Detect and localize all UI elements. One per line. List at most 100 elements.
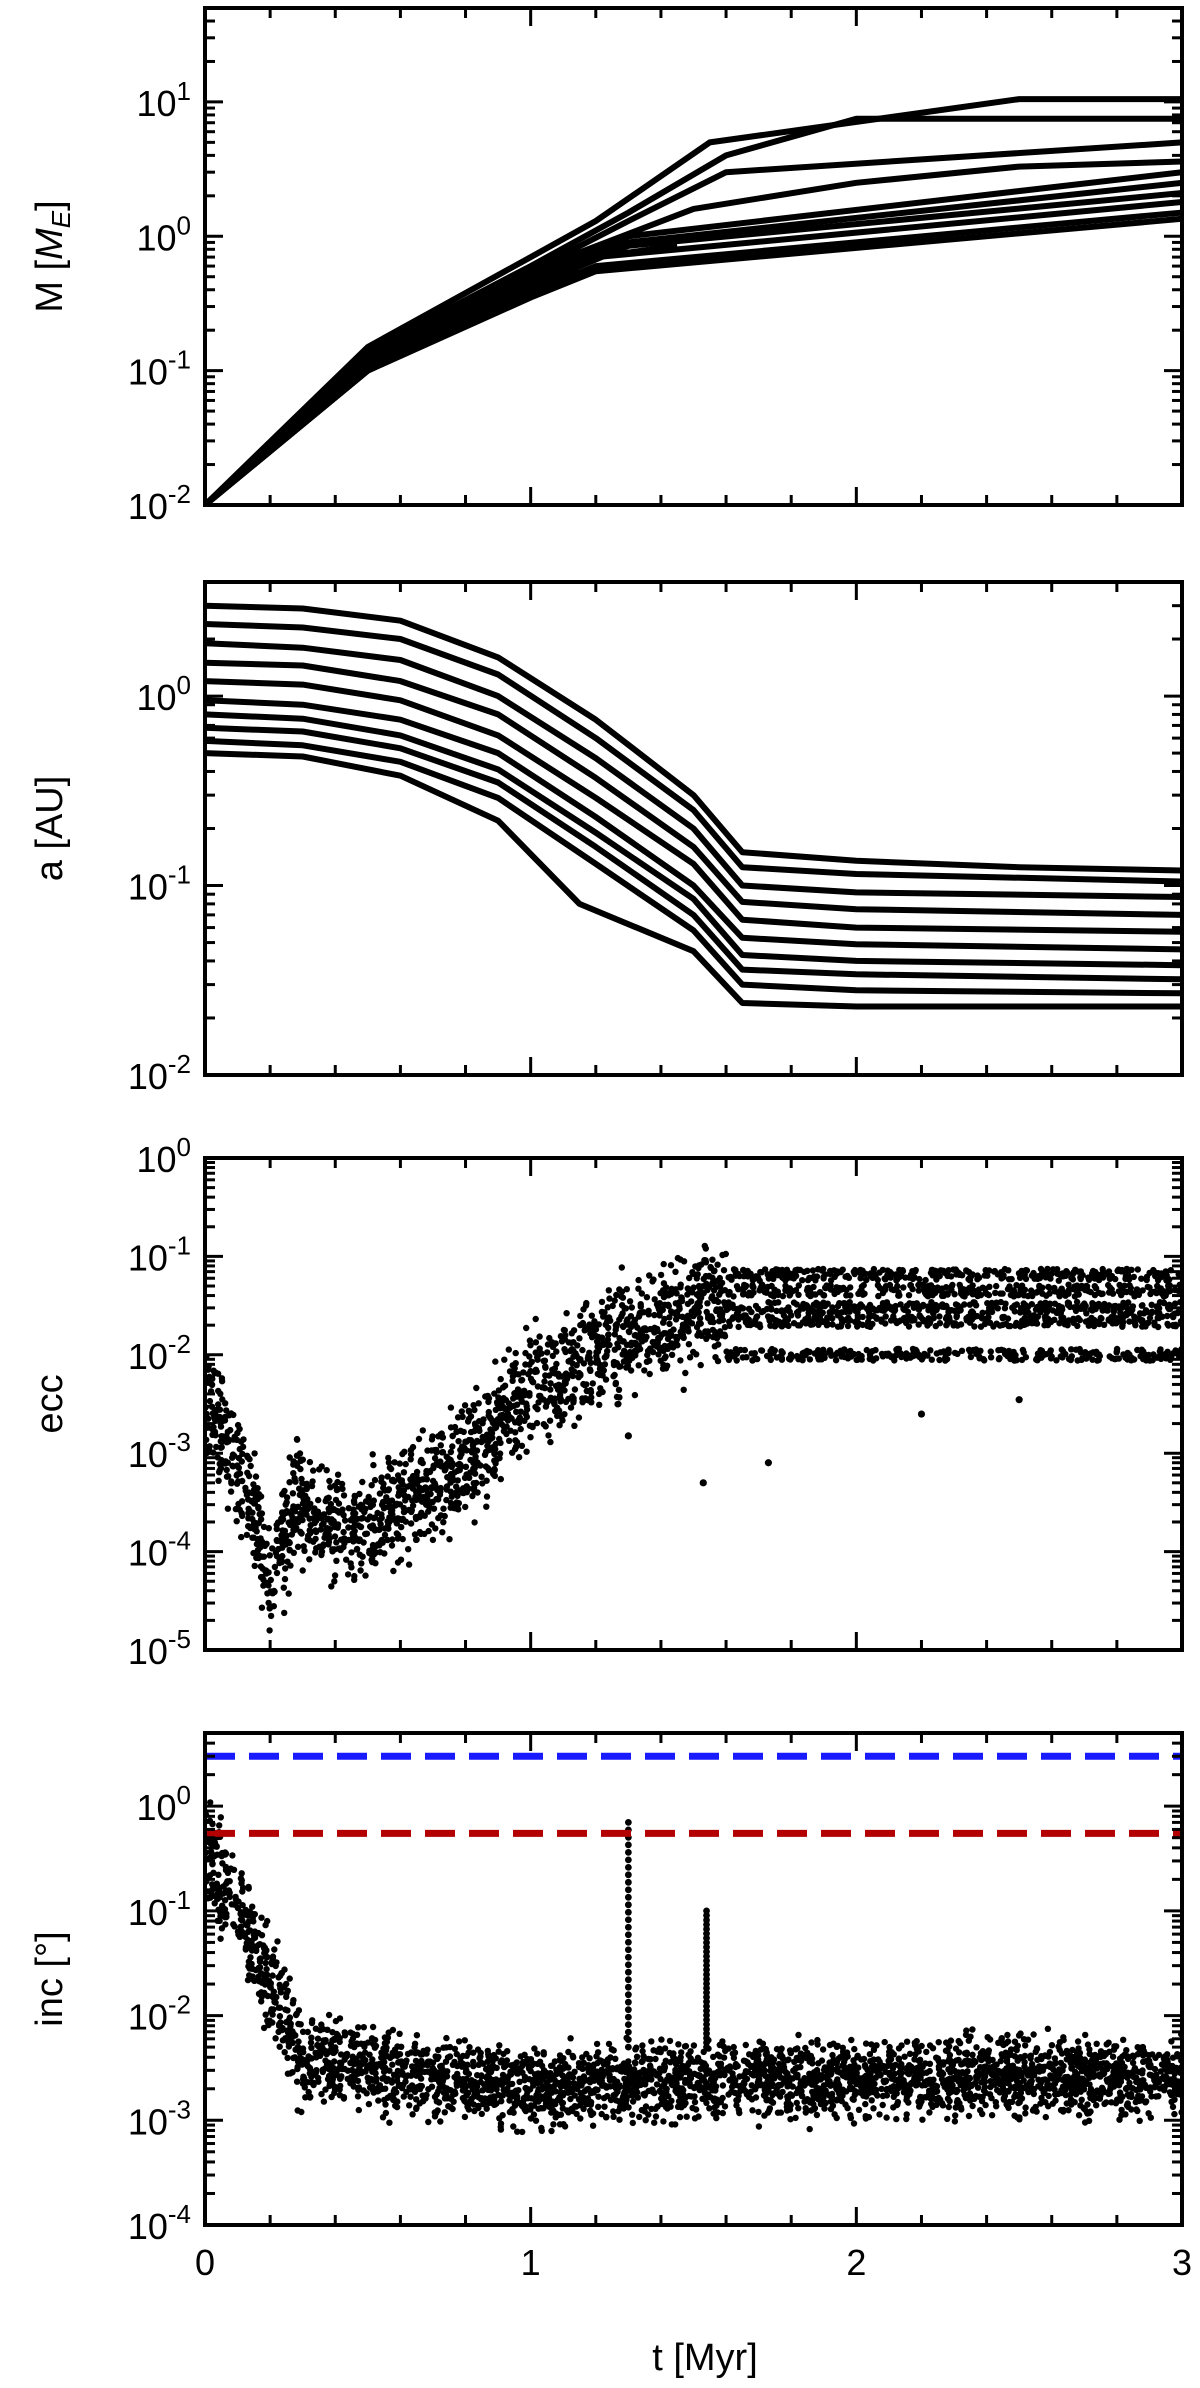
data-point xyxy=(1051,1300,1059,1307)
data-point xyxy=(239,1450,246,1458)
data-point xyxy=(619,1310,626,1317)
data-point xyxy=(844,1272,851,1280)
data-point xyxy=(501,1382,509,1389)
data-point xyxy=(875,1292,882,1300)
data-point xyxy=(1020,1292,1028,1299)
data-point xyxy=(245,1505,252,1513)
data-point xyxy=(1139,1287,1146,1294)
data-point xyxy=(549,1352,556,1360)
data-point xyxy=(610,1359,618,1366)
y-tick-label: 10-3 xyxy=(128,1427,191,1475)
data-point xyxy=(430,1505,438,1512)
data-point xyxy=(832,1357,840,1364)
data-point xyxy=(906,1274,913,1281)
data-point xyxy=(1129,2059,1137,2066)
data-point xyxy=(491,1466,498,1473)
data-point xyxy=(281,1575,289,1583)
data-point xyxy=(735,1316,742,1323)
data-point xyxy=(351,1499,358,1507)
outlier-point xyxy=(917,1410,926,1418)
data-point xyxy=(1169,2103,1177,2111)
data-point xyxy=(719,2082,727,2089)
data-point xyxy=(309,2017,316,2024)
data-point xyxy=(375,1526,383,1534)
data-point xyxy=(839,1266,846,1273)
data-point xyxy=(269,1545,276,1552)
data-point xyxy=(283,1494,291,1501)
data-point xyxy=(613,1321,621,1328)
data-point xyxy=(532,1315,539,1323)
data-point xyxy=(323,1467,330,1474)
data-point xyxy=(463,1447,470,1454)
data-point xyxy=(901,2053,908,2060)
data-point xyxy=(402,1460,409,1468)
data-point xyxy=(672,1300,679,1307)
data-point xyxy=(999,1314,1006,1321)
data-point xyxy=(726,1322,733,1330)
data-point xyxy=(279,1491,286,1498)
data-point xyxy=(547,1394,554,1402)
data-point xyxy=(677,1256,684,1263)
data-point xyxy=(786,1291,794,1298)
data-point xyxy=(337,2051,345,2058)
data-point xyxy=(502,1396,510,1404)
data-point xyxy=(765,1299,772,1306)
data-point xyxy=(541,1384,549,1392)
data-point xyxy=(254,1547,262,1554)
data-point xyxy=(334,1478,341,1486)
data-point xyxy=(575,2060,583,2067)
data-point xyxy=(534,2050,541,2057)
data-point xyxy=(964,2068,971,2075)
data-point xyxy=(306,1527,313,1534)
data-point xyxy=(792,1267,799,1274)
data-point xyxy=(362,2057,369,2064)
data-point xyxy=(293,1435,301,1443)
data-point xyxy=(611,1297,618,1304)
data-point xyxy=(978,1314,985,1322)
data-point xyxy=(565,1358,572,1365)
data-point xyxy=(497,1375,504,1383)
data-point xyxy=(595,1390,603,1398)
data-point xyxy=(348,1549,355,1556)
data-point xyxy=(378,1474,385,1481)
data-point xyxy=(1140,1310,1148,1317)
data-point xyxy=(698,1332,705,1339)
data-point xyxy=(228,1478,235,1485)
data-point xyxy=(284,1558,291,1565)
data-point xyxy=(247,1462,254,1470)
data-point xyxy=(1020,1320,1028,1327)
data-point xyxy=(233,1436,241,1444)
data-point xyxy=(239,1512,246,1520)
data-point xyxy=(398,1523,405,1531)
data-point xyxy=(693,1351,700,1358)
data-point xyxy=(510,2123,517,2130)
data-point xyxy=(428,1485,435,1492)
data-point xyxy=(758,1347,766,1354)
data-point xyxy=(501,1356,508,1363)
data-point xyxy=(388,1542,396,1549)
data-point xyxy=(721,1299,728,1306)
y-tick-label: 10-2 xyxy=(128,1329,191,1377)
data-point xyxy=(695,1320,703,1327)
y-axis-label: a [AU] xyxy=(29,776,71,882)
data-point xyxy=(623,1286,630,1293)
data-point xyxy=(239,1477,246,1485)
data-point xyxy=(1138,1275,1145,1282)
data-point xyxy=(953,1313,960,1321)
data-point xyxy=(810,1301,818,1308)
data-point xyxy=(430,1462,437,1469)
data-point xyxy=(306,1458,314,1466)
data-point xyxy=(624,1316,631,1323)
data-point xyxy=(942,1315,950,1322)
data-point xyxy=(695,1282,703,1290)
data-point xyxy=(333,1557,340,1565)
data-point xyxy=(815,1265,822,1273)
data-point xyxy=(505,1346,512,1353)
data-point xyxy=(225,1438,232,1445)
data-point xyxy=(782,1287,789,1294)
data-point xyxy=(538,2127,545,2134)
data-point xyxy=(662,1353,669,1360)
data-point xyxy=(636,1311,643,1318)
data-point xyxy=(577,1372,584,1379)
